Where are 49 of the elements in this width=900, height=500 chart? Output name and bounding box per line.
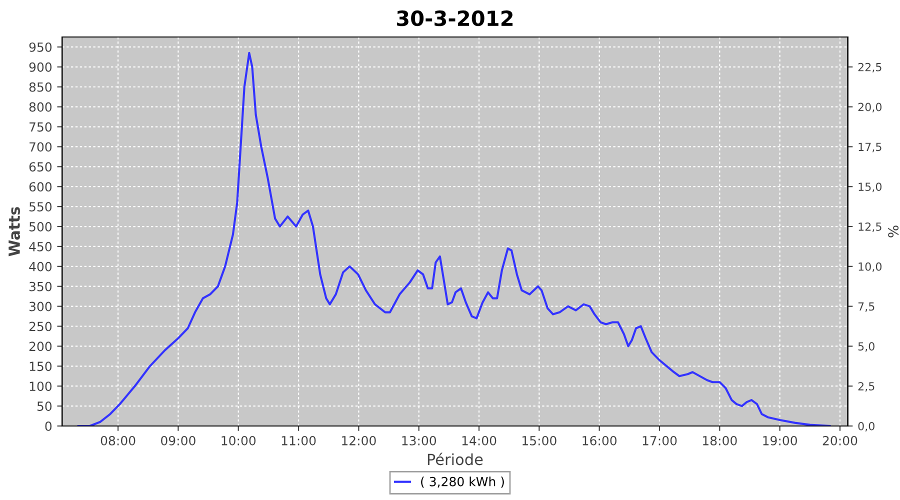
y2-tick-label: 12,5 <box>858 222 882 232</box>
y-tick-label: 650 <box>29 162 52 172</box>
y-tick-label: 200 <box>29 342 52 352</box>
legend-label: ( 3,280 kWh ) <box>421 476 504 488</box>
y2-tick-label: 17,5 <box>858 142 882 152</box>
x-tick-label: 15:00 <box>522 436 556 446</box>
x-tick-label: 09:00 <box>161 436 196 446</box>
x-tick-label: 11:00 <box>282 436 316 446</box>
x-tick-label: 20:00 <box>822 436 858 446</box>
y-tick-label: 0 <box>45 421 52 431</box>
x-tick-label: 19:00 <box>763 436 797 446</box>
x-tick-label: 18:00 <box>703 436 737 446</box>
chart-title: 30-3-2012 <box>396 10 513 26</box>
y-tick-label: 400 <box>29 262 52 272</box>
y-tick-label: 300 <box>29 302 52 312</box>
y-tick-label: 450 <box>29 242 52 252</box>
y2-tick-label: 15,0 <box>858 182 882 192</box>
y-tick-label: 500 <box>29 222 52 232</box>
x-axis-title: Période <box>428 452 483 466</box>
y-tick-label: 800 <box>29 102 52 112</box>
x-tick-label: 08:00 <box>100 436 136 446</box>
y2-tick-label: 10,0 <box>858 262 882 272</box>
y-tick-label: 50 <box>37 402 52 411</box>
y2-tick-label: 22,5 <box>858 62 882 72</box>
x-tick-label: 16:00 <box>582 436 617 446</box>
x-tick-label: 12:00 <box>342 436 376 446</box>
y-tick-label: 350 <box>29 282 52 292</box>
y-tick-label: 950 <box>29 42 52 52</box>
y-tick-label: 600 <box>29 182 52 192</box>
y-tick-label: 250 <box>29 322 52 332</box>
x-tick-label: 10:00 <box>222 436 256 446</box>
x-tick-label: 17:00 <box>642 436 677 446</box>
y2-tick-label: 7,5 <box>858 302 874 312</box>
y-tick-label: 700 <box>30 142 52 152</box>
y2-tick-label: 20,0 <box>858 102 882 112</box>
x-tick-label: 14:00 <box>462 436 496 446</box>
y-tick-label: 850 <box>29 82 52 92</box>
y-axis-title: Watts <box>8 207 20 256</box>
y2-axis-title: % <box>888 226 899 238</box>
y-tick-label: 750 <box>30 122 52 132</box>
y2-tick-label: 0,0 <box>858 422 874 432</box>
x-tick-label: 13:00 <box>402 436 436 446</box>
y2-tick-label: 2,5 <box>858 382 874 392</box>
line-series <box>77 52 831 426</box>
y-tick-label: 550 <box>29 202 52 212</box>
y-tick-label: 150 <box>30 362 52 372</box>
y-tick-label: 900 <box>29 62 52 72</box>
y2-tick-label: 5,0 <box>858 342 874 352</box>
y-tick-label: 100 <box>30 382 52 392</box>
